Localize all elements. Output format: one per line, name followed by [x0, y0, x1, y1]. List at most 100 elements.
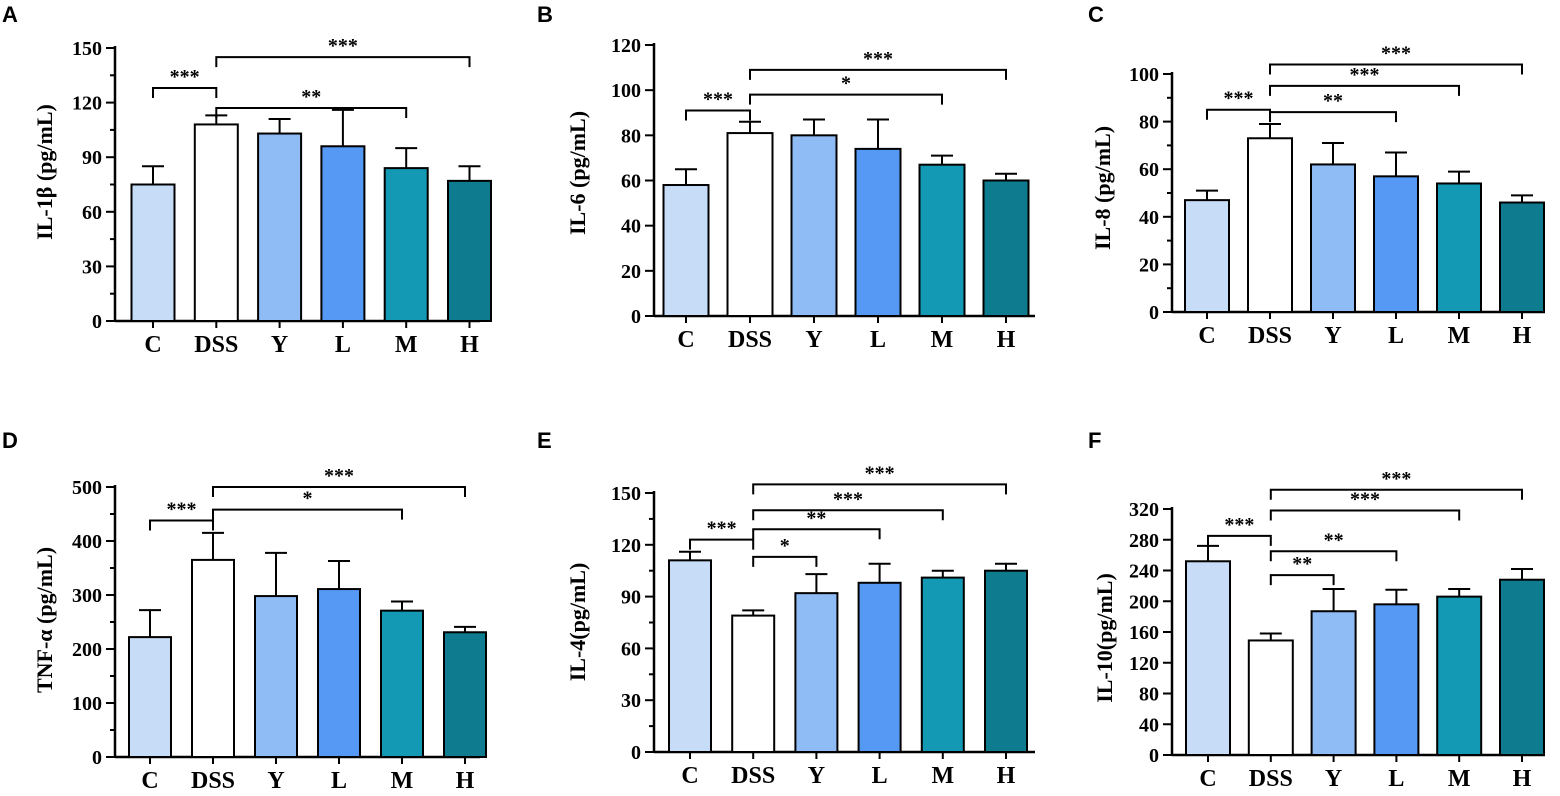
y-tick-label: 40 — [1139, 207, 1159, 229]
significance-label: *** — [1224, 514, 1254, 536]
significance-label: ** — [1323, 90, 1343, 112]
bar-l — [1373, 603, 1420, 757]
x-tick-label: L — [1388, 323, 1404, 349]
significance-bracket — [752, 528, 881, 540]
x-tick-label: Y — [805, 327, 822, 353]
bar-l — [857, 581, 902, 754]
y-tick-label: 0 — [631, 306, 641, 328]
y-axis-title: IL-10(pg/mL) — [1092, 573, 1117, 703]
x-tick-label: L — [872, 763, 888, 789]
x-tick-label: DSS — [1248, 323, 1292, 349]
y-tick-label: 200 — [72, 639, 102, 661]
y-tick-label: 0 — [92, 311, 102, 333]
significance-bracket — [1207, 534, 1272, 546]
x-tick-label: DSS — [194, 332, 238, 358]
x-tick-label: L — [1388, 766, 1404, 792]
bar-h — [984, 569, 1028, 754]
y-tick-label: 30 — [82, 256, 102, 278]
bar-m — [383, 167, 429, 322]
x-tick-label: H — [1513, 323, 1532, 349]
x-tick-label: C — [144, 332, 161, 358]
significance-label: ** — [1292, 553, 1312, 575]
bar-m — [920, 576, 965, 754]
significance-label: *** — [167, 498, 197, 520]
bar-l — [854, 147, 902, 317]
significance-bracket — [749, 68, 1007, 80]
y-tick-label: 160 — [1129, 622, 1159, 644]
significance-bracket — [1269, 509, 1461, 521]
bar-dss — [1247, 137, 1293, 313]
significance-bracket — [749, 93, 943, 105]
y-axis-title: IL-6 (pg/mL) — [565, 111, 590, 235]
y-tick-label: 30 — [621, 690, 641, 712]
bar-h — [447, 179, 492, 322]
bar-l — [317, 588, 361, 758]
panel-letter: E — [537, 428, 552, 453]
y-tick-label: 0 — [92, 747, 102, 769]
bar-dss — [731, 614, 776, 753]
y-tick-label: 100 — [611, 80, 641, 102]
y-tick-label: 240 — [1129, 561, 1159, 583]
y-tick-label: 100 — [72, 693, 102, 715]
significance-bracket — [752, 555, 818, 567]
bar-dss — [193, 123, 239, 322]
significance-label: *** — [1350, 489, 1380, 511]
significance-bracket — [1206, 108, 1271, 120]
bar-h — [982, 179, 1030, 317]
significance-label: *** — [833, 488, 863, 510]
y-tick-label: 90 — [82, 147, 102, 169]
significance-bracket — [1269, 574, 1335, 586]
y-tick-label: 20 — [1139, 254, 1159, 276]
x-tick-label: M — [931, 327, 954, 353]
significance-bracket — [752, 509, 944, 521]
y-axis-title: IL-4(pg/mL) — [565, 563, 590, 682]
significance-bracket — [212, 486, 466, 497]
x-tick-label: M — [391, 768, 414, 794]
bar-dss — [726, 132, 774, 317]
significance-label: *** — [703, 88, 733, 110]
significance-bracket — [215, 107, 408, 119]
bar-y — [794, 592, 839, 753]
significance-bracket — [152, 87, 218, 99]
bar-m — [1436, 595, 1483, 757]
y-tick-label: 0 — [1149, 302, 1159, 324]
y-tick-label: 120 — [1129, 653, 1159, 675]
x-tick-label: M — [395, 332, 418, 358]
significance-label: *** — [328, 35, 358, 57]
y-tick-label: 80 — [621, 125, 641, 147]
y-tick-label: 500 — [72, 477, 102, 499]
significance-label: * — [841, 73, 851, 95]
bar-y — [254, 595, 298, 759]
x-tick-label: H — [997, 763, 1016, 789]
x-tick-label: L — [335, 332, 351, 358]
bar-h — [443, 631, 487, 759]
x-tick-label: C — [1199, 766, 1216, 792]
bar-l — [1373, 175, 1419, 313]
x-tick-label: Y — [267, 768, 284, 794]
significance-label: *** — [1224, 88, 1254, 110]
y-tick-label: 320 — [1129, 499, 1159, 521]
x-tick-label: L — [331, 768, 347, 794]
panel-letter: B — [537, 2, 553, 27]
bar-h — [1499, 201, 1545, 314]
y-tick-label: 60 — [621, 171, 641, 193]
significance-bracket — [689, 538, 755, 550]
significance-label: *** — [170, 66, 200, 88]
x-tick-label: H — [460, 332, 479, 358]
significance-bracket — [1269, 63, 1523, 75]
y-tick-label: 150 — [611, 483, 641, 505]
x-tick-label: DSS — [191, 768, 235, 794]
bar-c — [662, 184, 710, 317]
bar-m — [380, 609, 424, 758]
significance-bracket — [752, 483, 1007, 495]
y-tick-label: 40 — [621, 216, 641, 238]
y-tick-label: 200 — [1129, 591, 1159, 613]
